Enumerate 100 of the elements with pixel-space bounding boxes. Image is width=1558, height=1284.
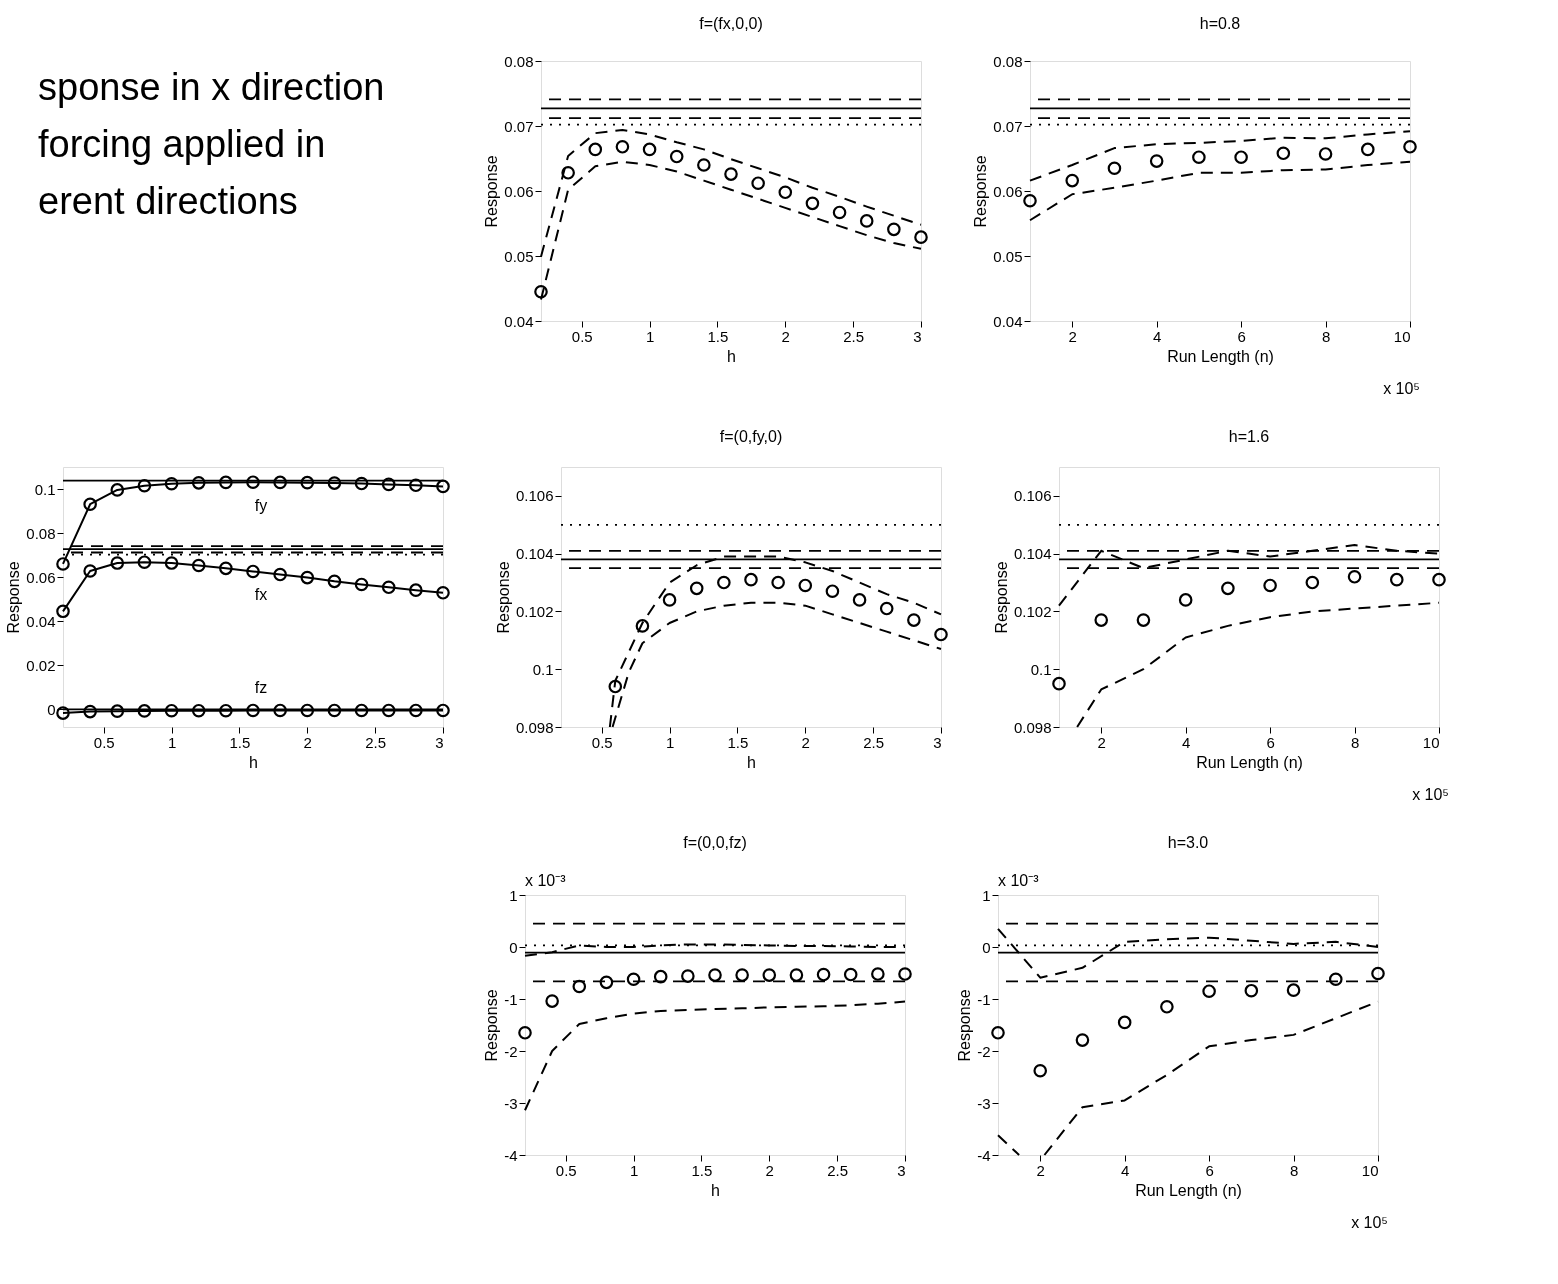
y-tick-label: 0.04 bbox=[26, 612, 56, 630]
x-tick-label: 1 bbox=[629, 1161, 639, 1179]
series-label: fx bbox=[254, 586, 268, 604]
x-tick-label: 1 bbox=[665, 733, 675, 751]
chart-title: h=1.6 bbox=[1228, 428, 1270, 445]
x-tick-label: 0.5 bbox=[555, 1161, 577, 1179]
y-tick-label: 0.104 bbox=[515, 545, 554, 563]
x-tick-label: 6 bbox=[1237, 327, 1246, 345]
chart-title: f=(0,fy,0) bbox=[719, 428, 783, 445]
y-tick-label: 0.04 bbox=[504, 312, 534, 330]
y-tick-label: -3 bbox=[977, 1094, 991, 1112]
y-tick-label: 0.05 bbox=[504, 247, 534, 265]
y-tick-label: -3 bbox=[504, 1094, 518, 1112]
text: x 10⁵ bbox=[1412, 786, 1449, 803]
y-tick-label: 0.1 bbox=[1030, 660, 1052, 678]
x-axis-title: Run Length (n) bbox=[1167, 347, 1274, 365]
x-tick-label: 1 bbox=[167, 733, 177, 751]
y-tick-label: 0.06 bbox=[993, 182, 1023, 200]
x-tick-label: 10 bbox=[1422, 733, 1440, 751]
x-tick-label: 0.5 bbox=[571, 327, 593, 345]
x-axis-title: Run Length (n) bbox=[1196, 753, 1303, 771]
y-tick-label: 0.08 bbox=[504, 52, 534, 70]
y-axis-title: Response bbox=[972, 155, 990, 228]
x-tick-label: 0.5 bbox=[93, 733, 115, 751]
y-axis-title: Response bbox=[483, 989, 501, 1062]
text: x 10⁻³ bbox=[998, 872, 1040, 889]
y-tick-label: 0.098 bbox=[515, 718, 554, 736]
x-tick-label: 2 bbox=[1068, 327, 1077, 345]
y-tick-label: -1 bbox=[504, 990, 518, 1008]
x-tick-label: 2 bbox=[1036, 1161, 1045, 1179]
y-axis-title: Response bbox=[494, 561, 512, 634]
x-tick-label: 3 bbox=[897, 1161, 906, 1179]
text: erent directions bbox=[38, 179, 298, 222]
chart-title: h=0.8 bbox=[1199, 15, 1241, 32]
y-tick-label: -2 bbox=[504, 1042, 518, 1060]
x-tick-label: 2.5 bbox=[365, 733, 387, 751]
y-tick-label: 0.06 bbox=[504, 182, 534, 200]
chart-title: f=(0,0,fz) bbox=[683, 834, 747, 851]
x-axis-title: h bbox=[727, 347, 736, 365]
text: x 10⁵ bbox=[1383, 380, 1420, 397]
x-tick-label: 3 bbox=[933, 733, 942, 751]
y-tick-label: 0 bbox=[982, 938, 991, 956]
y-axis-title: Response bbox=[5, 561, 23, 634]
x-tick-label: 8 bbox=[1289, 1161, 1299, 1179]
y-tick-label: 0.106 bbox=[1013, 487, 1052, 505]
x-axis-title: h bbox=[711, 1181, 720, 1199]
x-axis-title: h bbox=[747, 753, 756, 771]
y-tick-label: 0.02 bbox=[26, 656, 56, 674]
y-tick-label: 0.098 bbox=[1013, 718, 1052, 736]
series-label: fy bbox=[254, 497, 268, 515]
x-tick-label: 10 bbox=[1393, 327, 1411, 345]
y-tick-label: 0.1 bbox=[34, 480, 56, 498]
x-tick-label: 1.5 bbox=[691, 1161, 713, 1179]
x-tick-label: 1.5 bbox=[229, 733, 251, 751]
text: forcing applied in bbox=[38, 123, 326, 165]
text: x 10⁵ bbox=[1351, 1214, 1388, 1231]
chart-title: f=(fx,0,0) bbox=[699, 15, 763, 32]
series-label: fz bbox=[254, 679, 268, 697]
text: sponse in x direction bbox=[38, 66, 385, 109]
x-tick-label: 2 bbox=[801, 733, 810, 751]
y-tick-label: 0.07 bbox=[504, 117, 534, 135]
x-tick-label: 0.5 bbox=[591, 733, 613, 751]
text: x 10⁻³ bbox=[525, 872, 567, 889]
x-tick-label: 2.5 bbox=[827, 1161, 849, 1179]
x-tick-label: 10 bbox=[1361, 1161, 1379, 1179]
x-tick-label: 8 bbox=[1321, 327, 1331, 345]
y-tick-label: 0.05 bbox=[993, 247, 1023, 265]
x-tick-label: 4 bbox=[1120, 1161, 1130, 1179]
y-tick-label: 0 bbox=[47, 700, 56, 718]
y-tick-label: -4 bbox=[504, 1146, 518, 1164]
x-tick-label: 2 bbox=[1097, 733, 1106, 751]
x-tick-label: 1.5 bbox=[727, 733, 749, 751]
x-tick-label: 2 bbox=[781, 327, 790, 345]
chart-title: h=3.0 bbox=[1167, 834, 1209, 851]
x-tick-label: 2 bbox=[765, 1161, 774, 1179]
y-tick-label: 0 bbox=[509, 938, 518, 956]
x-tick-label: 3 bbox=[913, 327, 922, 345]
y-tick-label: 0.08 bbox=[26, 524, 56, 542]
y-tick-label: 1 bbox=[982, 886, 991, 904]
y-tick-label: 0.06 bbox=[26, 568, 56, 586]
x-tick-label: 6 bbox=[1205, 1161, 1214, 1179]
y-tick-label: 1 bbox=[509, 886, 518, 904]
x-tick-label: 6 bbox=[1266, 733, 1275, 751]
x-tick-label: 4 bbox=[1152, 327, 1162, 345]
x-tick-label: 1 bbox=[645, 327, 655, 345]
x-tick-label: 4 bbox=[1181, 733, 1191, 751]
y-tick-label: 0.106 bbox=[515, 487, 554, 505]
y-tick-label: 0.104 bbox=[1013, 545, 1052, 563]
y-tick-label: 0.102 bbox=[1013, 602, 1052, 620]
x-tick-label: 8 bbox=[1350, 733, 1360, 751]
y-tick-label: -2 bbox=[977, 1042, 991, 1060]
y-axis-title: Response bbox=[956, 989, 974, 1062]
y-tick-label: 0.1 bbox=[532, 660, 554, 678]
x-tick-label: 2.5 bbox=[843, 327, 865, 345]
y-axis-title: Response bbox=[992, 561, 1010, 634]
y-tick-label: 0.04 bbox=[993, 312, 1023, 330]
x-tick-label: 3 bbox=[435, 733, 444, 751]
x-tick-label: 2 bbox=[303, 733, 312, 751]
y-tick-label: -1 bbox=[977, 990, 991, 1008]
x-tick-label: 2.5 bbox=[863, 733, 885, 751]
